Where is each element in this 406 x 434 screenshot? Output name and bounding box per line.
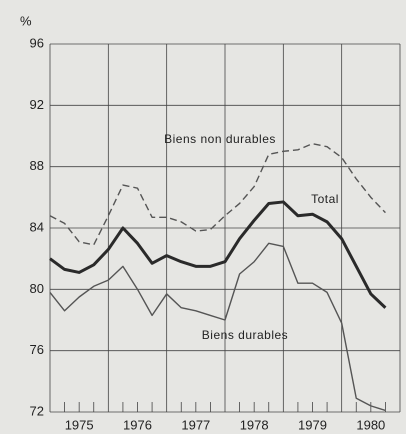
y-tick-label: 96 — [30, 35, 44, 50]
y-tick-label: 92 — [30, 97, 44, 112]
series-line — [49, 200, 387, 309]
x-tick-label: 1979 — [298, 417, 327, 432]
x-tick-label: 1975 — [65, 417, 94, 432]
y-unit: % — [20, 13, 32, 28]
x-tick-label: 1980 — [356, 417, 385, 432]
y-tick-label: 88 — [30, 158, 44, 173]
x-tick-label: 1977 — [181, 417, 210, 432]
series-label: Biens non durables — [164, 132, 276, 146]
y-tick-label: 76 — [30, 342, 44, 357]
x-tick-label: 1978 — [240, 417, 269, 432]
y-tick-label: 80 — [30, 281, 44, 296]
x-tick-label: 1976 — [123, 417, 152, 432]
y-tick-label: 72 — [30, 403, 44, 418]
series-label: Total — [311, 192, 339, 206]
series-line — [49, 242, 386, 412]
series-line — [49, 142, 386, 246]
series-label: Biens durables — [202, 328, 288, 342]
y-tick-label: 84 — [30, 219, 44, 234]
